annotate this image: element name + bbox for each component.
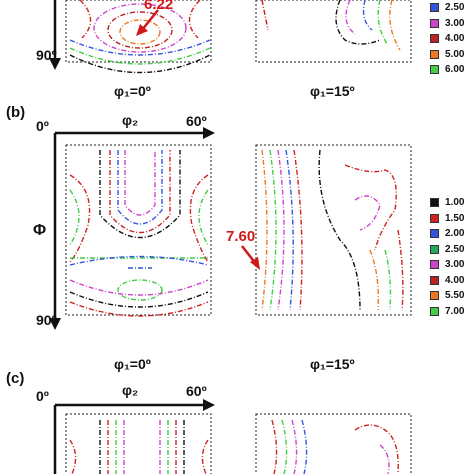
legend-value: 2.50 (445, 2, 465, 14)
legend-item: 5.50 (430, 288, 464, 304)
legend-item: 5.00 (430, 47, 464, 63)
legend-swatch (430, 213, 439, 223)
panel-a-left-contours (69, 0, 211, 74)
panel-b-phi-axis-arrowhead (49, 318, 61, 330)
legend-item: 2.50 (430, 242, 464, 258)
panel-c-left-map-frame (65, 413, 212, 474)
legend-value: 5.00 (445, 48, 465, 60)
panel-b-bottom-angle: 90º (36, 312, 57, 328)
panel-b-letter: (b) (6, 104, 26, 121)
panel-b-left-caption: φ₁=0º (114, 356, 151, 372)
panel-a-bottom-angle: 90º (36, 47, 57, 63)
panel-b-left-map-frame (65, 144, 212, 316)
legend-item: 1.00 (430, 195, 464, 211)
legend-swatch (430, 229, 439, 239)
legend-value: 5.50 (445, 290, 465, 302)
panel-b-top-left-angle: 0º (36, 118, 49, 134)
panel-b-left-contours (69, 150, 209, 317)
legend-swatch (430, 18, 439, 28)
panel-b-right-caption: φ₁=15º (310, 356, 355, 372)
legend-value: 2.50 (445, 243, 465, 255)
panel-c-right-map-frame (255, 413, 412, 474)
legend-swatch (430, 49, 439, 59)
legend-swatch (430, 34, 439, 44)
panel-a-left-caption: φ₁=0º (114, 83, 151, 99)
legend-swatch (430, 65, 439, 75)
panel-a-left-map-frame (65, 0, 212, 63)
legend-item: 1.50 (430, 211, 464, 227)
panel-c-letter: (c) (6, 370, 25, 387)
panel-a-legend: 2.50 3.00 4.00 5.00 6.00 (430, 0, 464, 78)
panel-c-graphics (53, 399, 412, 474)
panel-b-phi2-label: φ₂ (122, 112, 139, 128)
panel-a-right-map-frame (255, 0, 412, 63)
panel-a-peak-annotation: 6.22 (144, 0, 174, 13)
legend-swatch (430, 291, 439, 301)
panel-b-legend: 1.00 1.50 2.00 2.50 3.00 4.00 5.50 7.00 (430, 195, 464, 319)
legend-item: 4.00 (430, 273, 464, 289)
legend-swatch (430, 198, 439, 208)
panel-c-phi2-label: φ₂ (122, 382, 139, 398)
legend-swatch (430, 275, 439, 285)
legend-value: 3.00 (445, 17, 465, 29)
panel-b-phi-axis-label: Φ (33, 222, 47, 239)
panel-a-right-contours (261, 0, 401, 51)
legend-item: 3.00 (430, 16, 464, 32)
panel-b-top-right-angle: 60º (186, 113, 207, 129)
legend-swatch (430, 3, 439, 13)
legend-value: 7.00 (445, 305, 465, 317)
legend-swatch (430, 244, 439, 254)
panel-a-right-caption: φ₁=15º (310, 83, 355, 99)
panel-a-graphics (49, 0, 412, 74)
panel-b-peak-annotation: 7.60 (226, 228, 256, 245)
legend-swatch (430, 306, 439, 316)
panel-a-phi-axis-arrowhead (49, 58, 61, 70)
legend-value: 1.00 (445, 197, 465, 209)
panel-b-phi2-axis-arrowhead (203, 127, 215, 139)
panel-b-right-contours (261, 149, 404, 311)
panel-c-right-contours (271, 419, 399, 474)
panel-b-graphics (49, 127, 412, 330)
legend-item: 3.00 (430, 257, 464, 273)
legend-item: 7.00 (430, 304, 464, 320)
panel-a-peak-arrow (141, 9, 159, 31)
legend-item: 2.50 (430, 0, 464, 16)
panel-c-top-right-angle: 60º (186, 383, 207, 399)
panel-c-phi2-axis-arrowhead (203, 399, 215, 411)
legend-value: 4.00 (445, 274, 465, 286)
panel-b-peak-arrowhead (250, 257, 260, 270)
legend-value: 4.00 (445, 33, 465, 45)
legend-item: 2.00 (430, 226, 464, 242)
legend-item: 6.00 (430, 62, 464, 78)
panel-b-right-map-frame (255, 144, 412, 316)
panel-c-top-left-angle: 0º (36, 388, 49, 404)
legend-value: 1.50 (445, 212, 465, 224)
panel-c-left-contours (69, 420, 209, 474)
legend-value: 2.00 (445, 228, 465, 240)
legend-value: 3.00 (445, 259, 465, 271)
legend-item: 4.00 (430, 31, 464, 47)
legend-swatch (430, 260, 439, 270)
panel-a-peak-arrowhead (136, 24, 148, 36)
legend-value: 6.00 (445, 64, 465, 76)
